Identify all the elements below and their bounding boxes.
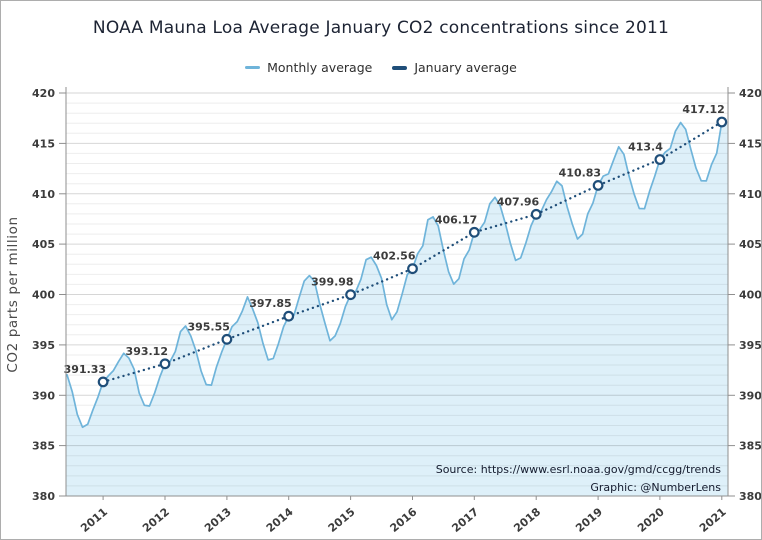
graphic-credit: Graphic: @NumberLens: [590, 481, 721, 494]
right-y-axis-tick-label: 410: [739, 188, 762, 201]
january-average-dash-icon: [392, 65, 408, 70]
data-label: 407.96: [497, 195, 540, 208]
x-axis-tick-label: 2013: [202, 505, 234, 535]
legend-item-january-average[interactable]: January average: [392, 60, 517, 75]
x-axis-tick-label: 2018: [511, 505, 543, 535]
data-label: 399.98: [311, 276, 353, 289]
data-label: 393.12: [126, 345, 168, 358]
source-note: Source: https://www.esrl.noaa.gov/gmd/cc…: [436, 463, 722, 476]
x-axis-tick-label: 2020: [635, 505, 667, 535]
right-y-axis-tick-label: 380: [739, 490, 762, 503]
x-axis-tick-label: 2014: [264, 505, 296, 535]
x-axis-tick-label: 2015: [326, 505, 358, 535]
y-axis-tick-label: 380: [32, 490, 55, 503]
january-marker[interactable]: [97, 376, 109, 388]
y-axis-tick-label: 395: [32, 339, 55, 352]
data-label: 397.85: [249, 297, 291, 310]
january-marker[interactable]: [592, 179, 604, 191]
monthly-average-area: [66, 122, 728, 496]
data-label: 417.12: [682, 103, 724, 116]
right-y-axis-tick-label: 415: [739, 137, 762, 150]
right-y-axis-tick-label: 395: [739, 339, 762, 352]
y-axis-tick-label: 400: [32, 289, 55, 302]
y-axis-tick-label: 405: [32, 238, 55, 251]
x-axis-tick-label: 2012: [140, 505, 172, 535]
y-axis-tick-label: 420: [32, 87, 55, 100]
x-axis-tick-label: 2021: [697, 505, 729, 535]
legend-label-monthly-average: Monthly average: [267, 60, 373, 75]
x-axis-tick-label: 2016: [388, 505, 420, 535]
data-label: 413.4: [628, 141, 663, 154]
y-axis-tick-label: 415: [32, 137, 55, 150]
legend-item-monthly-average[interactable]: Monthly average: [245, 60, 372, 75]
data-label: 410.83: [559, 166, 601, 179]
january-marker[interactable]: [407, 263, 418, 275]
right-y-axis-tick-label: 420: [739, 87, 762, 100]
x-axis-tick-label: 2019: [573, 505, 605, 535]
january-marker[interactable]: [530, 208, 542, 220]
monthly-average-line: [66, 121, 723, 429]
y-axis-title: CO2 parts per million: [5, 216, 21, 372]
chart-title: NOAA Mauna Loa Average January CO2 conce…: [92, 18, 670, 38]
data-label: 406.17: [435, 213, 477, 226]
data-label: 391.33: [64, 363, 106, 376]
data-label: 395.55: [187, 320, 229, 333]
right-y-axis-tick-label: 390: [739, 389, 762, 402]
january-marker[interactable]: [716, 116, 728, 128]
monthly-average-dash-icon: [245, 66, 261, 69]
january-marker[interactable]: [345, 289, 357, 301]
legend: Monthly average January average: [1, 60, 761, 75]
x-axis-tick-label: 2011: [78, 505, 110, 535]
data-label: 402.56: [373, 250, 416, 263]
legend-label-january-average: January average: [414, 60, 517, 75]
january-marker[interactable]: [221, 333, 233, 345]
january-marker[interactable]: [283, 310, 295, 322]
right-y-axis-tick-label: 400: [739, 289, 762, 302]
y-axis-tick-label: 390: [32, 389, 55, 402]
right-y-axis-tick-label: 385: [739, 440, 762, 453]
y-axis-tick-label: 385: [32, 440, 55, 453]
january-marker[interactable]: [159, 358, 171, 370]
right-y-axis-tick-label: 405: [739, 238, 762, 251]
january-marker[interactable]: [468, 226, 480, 238]
x-axis-tick-label: 2017: [449, 505, 481, 535]
y-axis-tick-label: 410: [32, 188, 55, 201]
january-marker[interactable]: [654, 154, 666, 165]
